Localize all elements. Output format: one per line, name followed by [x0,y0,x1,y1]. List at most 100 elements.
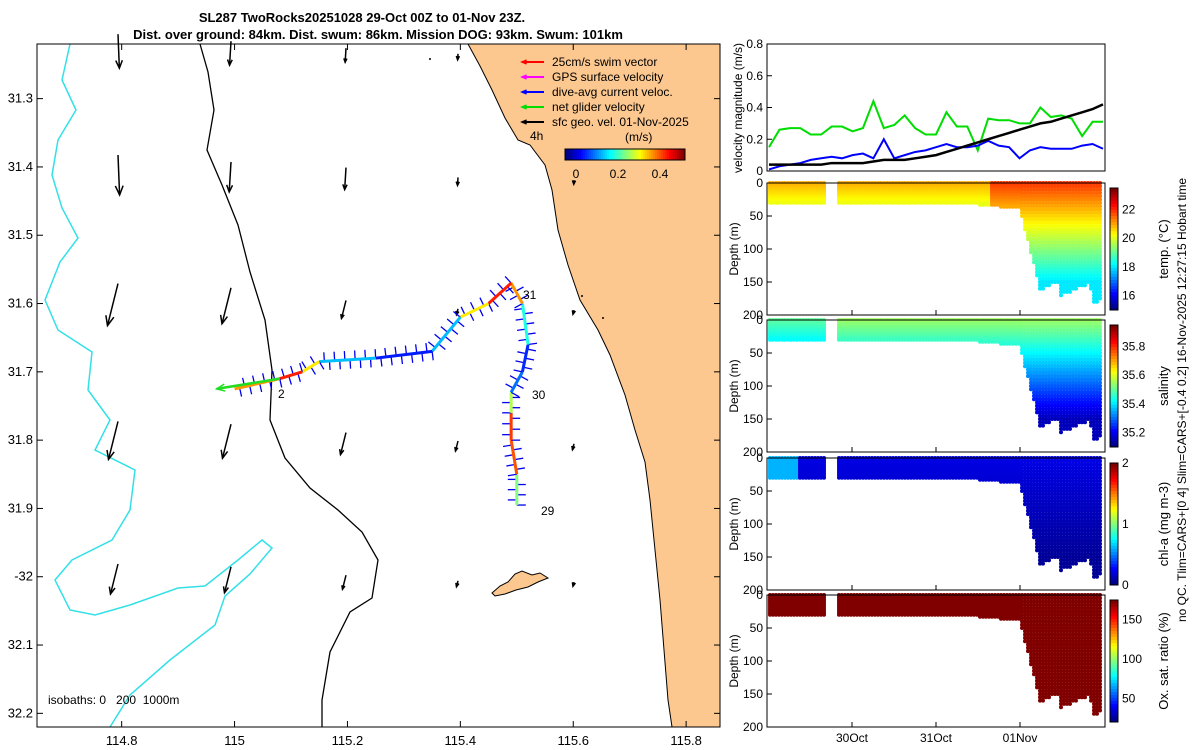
profile-sample [1044,237,1048,242]
current-vector [479,297,485,307]
profile-sample [1044,266,1048,271]
cbar-cell [1110,273,1118,277]
legend-label: net glider velocity [552,100,645,114]
current-vector [281,368,285,378]
cbar-cell [1110,352,1118,356]
profile-sample [1023,200,1027,205]
velocity-y-tick-label: 0.8 [746,37,763,51]
sfc-velocity-arrow [228,161,232,193]
profile-sample [978,202,982,207]
track-segment [509,282,524,305]
profile-sample [894,200,898,205]
current-vector [290,365,294,375]
profile-sample [1029,214,1033,218]
cbar-cell [1110,416,1118,421]
coast-dot [581,295,583,297]
profile-sample [816,200,820,205]
profile-y-label: Depth (m) [727,359,741,412]
colorbar-cell [657,149,660,160]
profile-y-tick-label: 50 [750,209,764,223]
cbar-tick-label: 18 [1122,260,1136,274]
profile-sample [1023,210,1027,215]
profile-sample [1035,230,1039,235]
profile-sample [1038,286,1042,291]
profile-sample [1041,256,1045,261]
profile-sample [1038,266,1042,271]
profile-sample [1041,223,1045,228]
sfc-velocity-arrow [107,421,119,460]
profile-sample [1026,210,1030,215]
profile-sample [882,200,886,205]
cbar-cell [1110,373,1118,378]
coast-dot [602,317,604,319]
profile-sample [1026,184,1030,189]
profile-sample [930,200,934,205]
cbar-cell [1110,242,1118,247]
colorbar-cell [645,149,648,160]
current-vector [410,353,414,363]
profile-sample [1044,223,1048,228]
cbar-cell [1110,370,1118,375]
colorbar-cell [675,149,678,160]
colorbar-cell [581,149,584,160]
day-label-31: 31 [523,288,537,302]
profile-sample [984,202,988,207]
profile-sample [1038,276,1042,281]
colorbar-cell [649,149,652,160]
profile-sample [1041,266,1045,271]
cbar-cell [1110,428,1118,433]
cbar-cell [1110,188,1118,192]
profile-sample [1035,240,1039,245]
profile-sample [1035,200,1039,205]
current-vector [421,352,424,362]
colorbar-cell [573,149,576,160]
cbar-cell [1110,239,1118,244]
isobath-1000m [44,43,274,728]
profile-sample [1032,184,1036,189]
profile-sample [1020,207,1024,212]
profile-sample [1038,250,1042,255]
profile-sample [963,200,967,205]
profile-sample [939,200,943,205]
colorbar-cell [665,149,668,160]
colorbar-cell [579,149,582,160]
profile-sample [1044,233,1048,238]
island [491,570,550,597]
map-axis-ticks: 114.8 115 115.2 115.4 115.6 115.831.331.431.5… [8,44,720,748]
cbar-cell [1110,367,1118,372]
profile-sample [1038,184,1042,189]
profile-sample [1023,190,1027,195]
profile-sample [1029,250,1033,255]
colorbar-cell [631,149,634,160]
profile-sample [1038,223,1042,228]
profile-sample [918,200,922,205]
profile-sample [1014,204,1018,209]
profile-sample [1026,237,1030,242]
profile-sample [774,200,778,205]
colorbar-cell [641,149,644,160]
profile-sample [1047,190,1051,195]
profile-sample [1032,240,1036,245]
profile-sample [1044,273,1048,278]
profile-sample [1023,207,1027,212]
profile-sample [1029,247,1033,251]
profile-sample [1020,200,1024,205]
profile-sample [1026,194,1030,199]
cbar-cell [1110,233,1118,238]
profile-sample [1098,433,1102,438]
profile-sample [1041,204,1045,209]
profile-sample [1029,243,1033,248]
profile-y-tick-label: 0 [756,176,763,190]
sfc-velocity-arrow [340,300,347,319]
profile-sample [843,200,847,205]
colorbar-cell [671,149,674,160]
profile-sample [1044,227,1048,232]
profile-sample [1035,197,1039,202]
current-vector [526,332,536,335]
profile-sample [1032,217,1036,222]
profile-sample [1044,256,1048,261]
track-segment [301,360,321,374]
